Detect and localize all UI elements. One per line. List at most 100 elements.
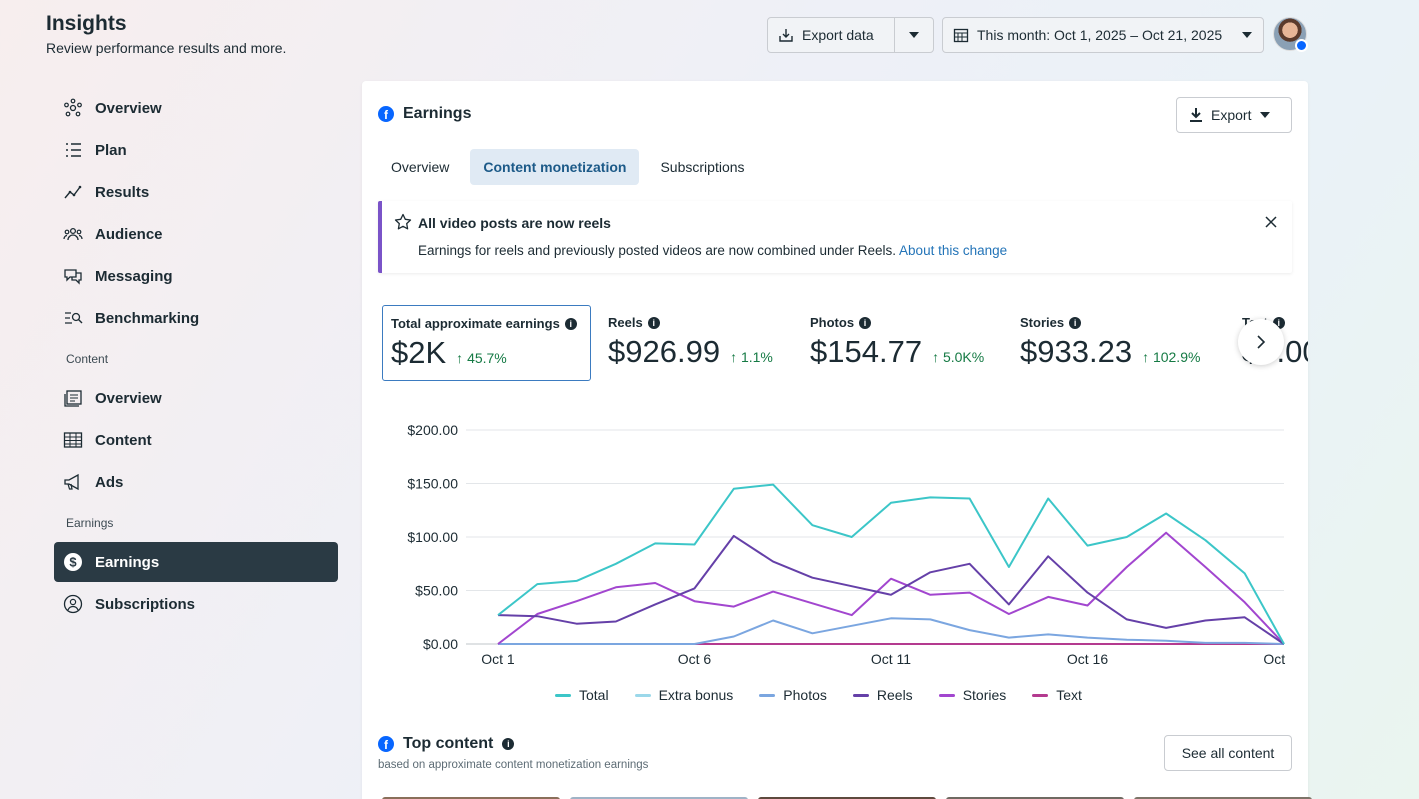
info-icon[interactable]: i bbox=[1069, 316, 1082, 329]
sidebar-item-label: Plan bbox=[95, 141, 127, 159]
calendar-icon bbox=[953, 28, 969, 43]
metric-change: ↑ 102.9% bbox=[1142, 349, 1200, 365]
legend-swatch bbox=[634, 693, 651, 697]
sidebar-item-subscriptions[interactable]: Subscriptions bbox=[54, 584, 338, 624]
series-line-total[interactable] bbox=[497, 483, 1285, 645]
sidebar-item-label: Results bbox=[95, 183, 150, 201]
chart-legend: Total Extra bonus Photos Reels Stories Text bbox=[555, 687, 1082, 703]
sidebar-item-overview[interactable]: Overview bbox=[54, 88, 338, 128]
metric-value: $933.23 bbox=[1020, 334, 1133, 369]
see-all-content-button[interactable]: See all content bbox=[1164, 735, 1292, 771]
info-icon[interactable]: i bbox=[502, 738, 515, 750]
metric-total-earnings[interactable]: Total approximate earnings i $2K ↑ 45.7% bbox=[382, 305, 591, 381]
info-icon[interactable]: i bbox=[564, 317, 577, 330]
info-icon[interactable]: i bbox=[647, 316, 660, 329]
legend-swatch bbox=[1032, 693, 1049, 697]
legend-swatch bbox=[852, 693, 869, 697]
sidebar-item-ads[interactable]: Ads bbox=[54, 462, 338, 502]
series-line-stories[interactable] bbox=[497, 531, 1285, 645]
info-banner: All video posts are now reels Earnings f… bbox=[378, 201, 1292, 273]
next-metrics-button[interactable] bbox=[1238, 319, 1284, 365]
export-data-dropdown[interactable] bbox=[895, 18, 933, 52]
about-this-change-link[interactable]: About this change bbox=[899, 243, 1008, 258]
metric-label-row: Photos i bbox=[810, 315, 999, 330]
legend-item-extra-bonus[interactable]: Extra bonus bbox=[634, 687, 733, 703]
metric-change-value: 102.9% bbox=[1152, 349, 1201, 365]
sidebar-item-label: Messaging bbox=[95, 267, 173, 285]
metric-photos[interactable]: Photos i $154.77 ↑ 5.0K% bbox=[802, 305, 1007, 381]
sidebar-item-content-overview[interactable]: Overview bbox=[54, 378, 338, 418]
avatar[interactable] bbox=[1273, 17, 1308, 52]
legend-item-text[interactable]: Text bbox=[1032, 687, 1082, 703]
sidebar-item-plan[interactable]: Plan bbox=[54, 130, 338, 170]
info-icon[interactable]: i bbox=[859, 316, 872, 329]
x-tick-label: Oct 1 bbox=[481, 651, 515, 667]
metric-reels[interactable]: Reels i $926.99 ↑ 1.1% bbox=[600, 305, 800, 381]
content-thumbnail[interactable] bbox=[570, 797, 748, 799]
sidebar-item-earnings[interactable]: $ Earnings bbox=[54, 542, 338, 582]
legend-swatch bbox=[759, 693, 776, 697]
sidebar-item-label: Subscriptions bbox=[95, 595, 196, 613]
date-range-label: This month: Oct 1, 2025 – Oct 21, 2025 bbox=[977, 27, 1223, 43]
sidebar-item-label: Ads bbox=[95, 473, 124, 491]
sidebar-item-results[interactable]: Results bbox=[54, 172, 338, 212]
metric-row: $933.23 ↑ 102.9% bbox=[1020, 334, 1224, 370]
svg-text:$: $ bbox=[69, 555, 77, 570]
top-content-subtitle: based on approximate content monetizatio… bbox=[378, 759, 649, 771]
metric-change: ↑ 1.1% bbox=[730, 349, 773, 365]
facebook-badge-icon bbox=[1295, 39, 1308, 52]
metric-label-row: Stories i bbox=[1020, 315, 1224, 330]
close-icon[interactable] bbox=[1264, 215, 1278, 229]
sidebar-item-content[interactable]: Content bbox=[54, 420, 338, 460]
dollar-icon: $ bbox=[64, 553, 82, 571]
benchmarking-icon bbox=[65, 312, 83, 324]
tab-content-monetization[interactable]: Content monetization bbox=[470, 149, 640, 185]
legend-item-total[interactable]: Total bbox=[555, 687, 609, 703]
content-thumbnail[interactable] bbox=[1134, 797, 1312, 799]
sidebar-item-label: Overview bbox=[95, 389, 162, 407]
tab-subscriptions[interactable]: Subscriptions bbox=[660, 159, 745, 175]
sidebar-item-label: Content bbox=[95, 431, 152, 449]
legend-label: Stories bbox=[962, 687, 1007, 703]
x-tick-label: Oct 16 bbox=[1067, 651, 1108, 667]
results-icon bbox=[64, 185, 82, 199]
top-content-title-text: Top content bbox=[403, 735, 494, 752]
metric-stories[interactable]: Stories i $933.23 ↑ 102.9% bbox=[1012, 305, 1232, 381]
metric-label: Photos bbox=[810, 315, 855, 330]
megaphone-icon bbox=[64, 473, 79, 491]
export-data-button[interactable]: Export data bbox=[767, 17, 934, 53]
caret-down-icon bbox=[1260, 112, 1271, 118]
caret-down-icon bbox=[909, 32, 919, 38]
metric-row: $154.77 ↑ 5.0K% bbox=[810, 334, 999, 370]
export-button[interactable]: Export bbox=[1176, 97, 1292, 133]
legend-item-reels[interactable]: Reels bbox=[852, 687, 913, 703]
sidebar-item-label: Overview bbox=[95, 99, 162, 117]
content-thumbnail[interactable] bbox=[758, 797, 936, 799]
legend-label: Total bbox=[579, 687, 609, 703]
metric-change: ↑ 5.0K% bbox=[932, 349, 984, 365]
content-thumbnail[interactable] bbox=[946, 797, 1124, 799]
export-data-main[interactable]: Export data bbox=[768, 18, 895, 52]
arrow-up-icon: ↑ bbox=[932, 349, 943, 365]
legend-swatch bbox=[938, 693, 955, 697]
legend-label: Text bbox=[1056, 687, 1082, 703]
legend-label: Photos bbox=[783, 687, 827, 703]
tab-overview[interactable]: Overview bbox=[391, 159, 450, 175]
download-tray-icon bbox=[779, 29, 793, 42]
page-subtitle: Review performance results and more. bbox=[46, 40, 287, 56]
date-range-picker[interactable]: This month: Oct 1, 2025 – Oct 21, 2025 bbox=[942, 17, 1264, 53]
legend-item-photos[interactable]: Photos bbox=[759, 687, 827, 703]
arrow-up-icon: ↑ bbox=[730, 349, 741, 365]
legend-item-stories[interactable]: Stories bbox=[938, 687, 1007, 703]
sidebar-item-benchmarking[interactable]: Benchmarking bbox=[54, 298, 338, 338]
arrow-up-icon: ↑ bbox=[456, 350, 468, 366]
metric-change: ↑ 45.7% bbox=[456, 350, 507, 366]
banner-body: Earnings for reels and previously posted… bbox=[418, 243, 1007, 258]
metric-change-value: 1.1% bbox=[740, 349, 773, 365]
sidebar-item-messaging[interactable]: Messaging bbox=[54, 256, 338, 296]
series-line-photos[interactable] bbox=[498, 617, 1285, 645]
sidebar-item-audience[interactable]: Audience bbox=[54, 214, 338, 254]
content-thumbnail[interactable] bbox=[382, 797, 560, 799]
series-line-reels[interactable] bbox=[497, 534, 1285, 645]
sidebar: Overview Plan Results Audience Messaging… bbox=[54, 88, 338, 626]
